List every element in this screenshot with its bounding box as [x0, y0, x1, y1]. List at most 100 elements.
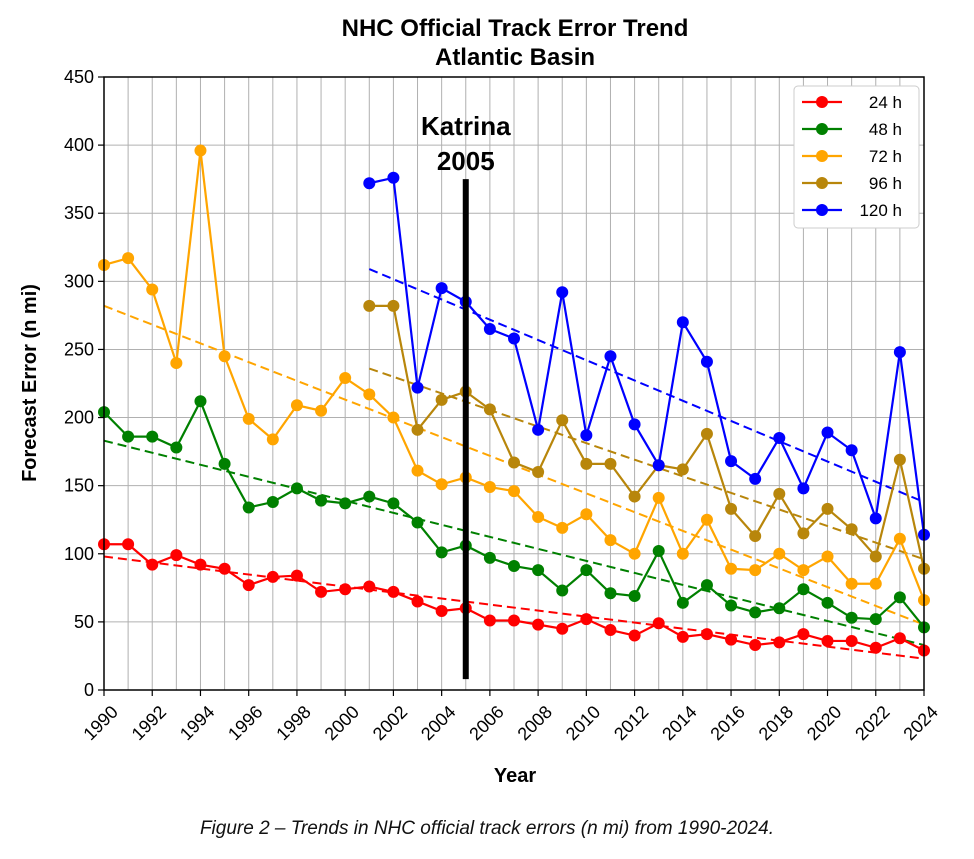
data-point [194, 558, 207, 571]
data-point [628, 418, 641, 431]
data-point [411, 423, 424, 436]
y-tick-label: 400 [64, 135, 94, 155]
data-point [869, 512, 882, 525]
data-point [725, 562, 738, 575]
y-axis-label: Forecast Error (n mi) [19, 284, 41, 482]
x-tick-label: 2004 [417, 702, 459, 744]
data-point [508, 485, 520, 498]
data-point [290, 569, 303, 582]
data-point [315, 404, 328, 417]
data-point [700, 355, 713, 368]
data-point [508, 560, 520, 573]
data-point [845, 611, 858, 624]
data-point [749, 606, 762, 619]
data-point [773, 431, 786, 444]
data-point [869, 641, 882, 654]
legend-box [793, 85, 920, 229]
legend: 24 h 48 h 72 h 96 h 120 h [793, 85, 920, 229]
x-tick-label: 2016 [706, 702, 748, 744]
katrina-label: Katrina [421, 111, 511, 141]
legend-label: 120 h [859, 201, 902, 220]
data-point [556, 584, 569, 597]
data-point [676, 463, 689, 476]
y-tick-label: 150 [64, 476, 94, 496]
data-point [218, 457, 231, 470]
data-point [821, 550, 834, 563]
data-point [821, 596, 834, 609]
data-point [556, 622, 569, 635]
data-point [242, 579, 255, 592]
katrina-annotation: Katrina 2005 [421, 111, 511, 680]
data-point [435, 393, 448, 406]
data-point [532, 466, 545, 479]
data-point [242, 412, 255, 425]
data-point [821, 426, 834, 439]
x-tick-label: 1998 [272, 702, 314, 744]
data-point [508, 614, 520, 627]
data-point [339, 583, 352, 596]
data-point [580, 613, 593, 626]
data-point [532, 618, 545, 631]
data-point [411, 464, 424, 477]
data-point [387, 585, 400, 598]
x-tick-label: 2024 [899, 702, 941, 744]
data-point [893, 453, 906, 466]
x-tick-label: 2010 [562, 702, 604, 744]
data-point [893, 632, 906, 645]
data-point [363, 580, 376, 593]
data-point [773, 636, 786, 649]
chart-subtitle: Atlantic Basin [435, 44, 595, 71]
x-tick-label: 2012 [610, 702, 652, 744]
data-series [98, 144, 930, 657]
data-point [725, 633, 738, 646]
data-point [242, 501, 255, 514]
data-point [797, 628, 810, 641]
data-point [435, 604, 448, 617]
data-point [290, 482, 303, 495]
x-tick-label: 2008 [514, 702, 556, 744]
data-point [435, 546, 448, 559]
y-tick-label: 350 [64, 203, 94, 223]
series-48h [98, 395, 930, 634]
data-point [435, 282, 448, 295]
trend-line [103, 555, 925, 660]
data-point [628, 629, 641, 642]
series-120h [363, 171, 930, 541]
y-tick-label: 100 [64, 544, 94, 564]
data-point [483, 614, 496, 627]
x-tick-label: 2018 [755, 702, 797, 744]
data-point [604, 350, 617, 363]
data-point [797, 527, 810, 540]
x-tick-label: 2000 [321, 702, 363, 744]
legend-swatch-marker [816, 150, 828, 162]
data-point [122, 430, 135, 443]
data-point [628, 590, 641, 603]
data-point [580, 564, 593, 577]
data-point [700, 579, 713, 592]
data-point [628, 547, 641, 560]
data-point [146, 283, 159, 296]
data-point [604, 534, 617, 547]
data-point [725, 455, 738, 468]
data-point [532, 423, 545, 436]
data-point [893, 532, 906, 545]
data-point [676, 630, 689, 643]
data-point [628, 490, 641, 503]
data-point [676, 547, 689, 560]
legend-label: 24 h [869, 93, 902, 112]
data-point [266, 496, 279, 509]
data-point [411, 595, 424, 608]
data-point [387, 171, 400, 184]
data-point [773, 547, 786, 560]
x-tick-label: 1992 [128, 702, 170, 744]
data-point [483, 551, 496, 564]
trend-line [103, 439, 925, 647]
data-point [652, 617, 665, 630]
data-point [580, 429, 593, 442]
data-point [700, 513, 713, 526]
data-point [869, 577, 882, 590]
data-point [218, 350, 231, 363]
trend-lines [103, 268, 925, 660]
data-point [773, 487, 786, 500]
data-point [483, 403, 496, 416]
